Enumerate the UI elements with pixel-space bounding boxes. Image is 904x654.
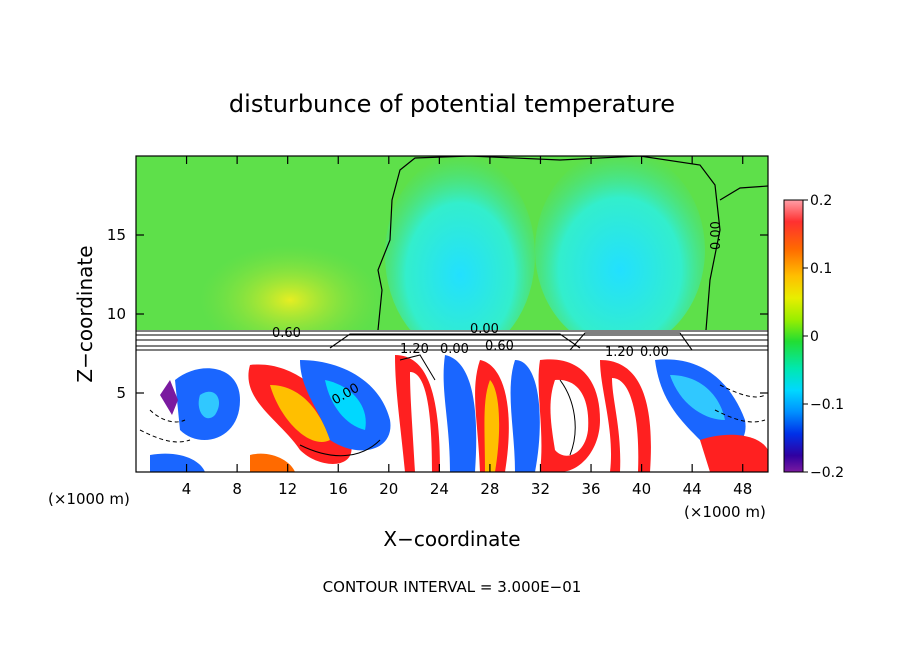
y-tick-label: 10 xyxy=(107,305,126,323)
contour-label: 1.20 xyxy=(400,342,429,357)
contour-label: 0.00 xyxy=(440,342,469,357)
colorbar-label: 0 xyxy=(810,329,819,345)
x-tick-label: 12 xyxy=(278,480,297,498)
y-tick-label: 5 xyxy=(116,384,126,402)
x-tick-label: 28 xyxy=(480,480,499,498)
colorbar-label: −0.2 xyxy=(810,465,844,481)
lower-turbulent-regions xyxy=(150,355,768,472)
zero-contour-upper xyxy=(377,156,721,331)
cyan-region-right xyxy=(535,156,705,350)
colorbar-gradient xyxy=(783,199,804,473)
contour-label: 0.60 xyxy=(272,326,301,341)
x-tick-label: 36 xyxy=(581,480,600,498)
x-tick-label: 44 xyxy=(683,480,702,498)
x-tick-label: 8 xyxy=(232,480,242,498)
contour-interval-note: CONTOUR INTERVAL = 3.000E−01 xyxy=(323,578,582,596)
inversion-contours xyxy=(136,330,768,351)
colorbar: 0.2 0.1 0 −0.1 −0.2 xyxy=(783,193,844,481)
y-axis-label: Z−coordinate xyxy=(73,245,97,382)
x-axis-label: X−coordinate xyxy=(383,527,520,551)
colorbar-label: −0.1 xyxy=(810,397,844,413)
colorbar-label: 0.2 xyxy=(810,193,832,209)
x-axis: 4 8 12 16 20 24 28 32 36 40 44 48 xyxy=(182,156,752,498)
contour-label: 0.00 xyxy=(709,221,724,250)
colorbar-ticks: 0.2 0.1 0 −0.1 −0.2 xyxy=(803,193,844,481)
lower-contours xyxy=(139,354,766,457)
x-tick-label: 4 xyxy=(182,480,192,498)
x-unit-left: (×1000 m) xyxy=(48,490,130,508)
colorbar-label: 0.1 xyxy=(810,261,832,277)
yellow-region xyxy=(200,245,380,355)
x-unit-right: (×1000 m) xyxy=(684,503,766,521)
x-tick-label: 16 xyxy=(329,480,348,498)
contour-label: 0.60 xyxy=(485,339,514,354)
x-tick-label: 48 xyxy=(733,480,752,498)
contour-label: 0.00 xyxy=(640,345,669,360)
y-axis: 5 10 15 xyxy=(107,226,768,402)
x-tick-label: 40 xyxy=(632,480,651,498)
x-tick-label: 24 xyxy=(430,480,449,498)
contour-label: 0.00 xyxy=(470,322,499,337)
x-tick-label: 20 xyxy=(379,480,398,498)
x-tick-label: 32 xyxy=(531,480,550,498)
y-tick-label: 15 xyxy=(107,226,126,244)
chart-title: disturbunce of potential temperature xyxy=(229,90,675,118)
contour-label: 1.20 xyxy=(605,345,634,360)
cyan-region-left xyxy=(385,156,535,355)
field-plot xyxy=(136,156,768,472)
